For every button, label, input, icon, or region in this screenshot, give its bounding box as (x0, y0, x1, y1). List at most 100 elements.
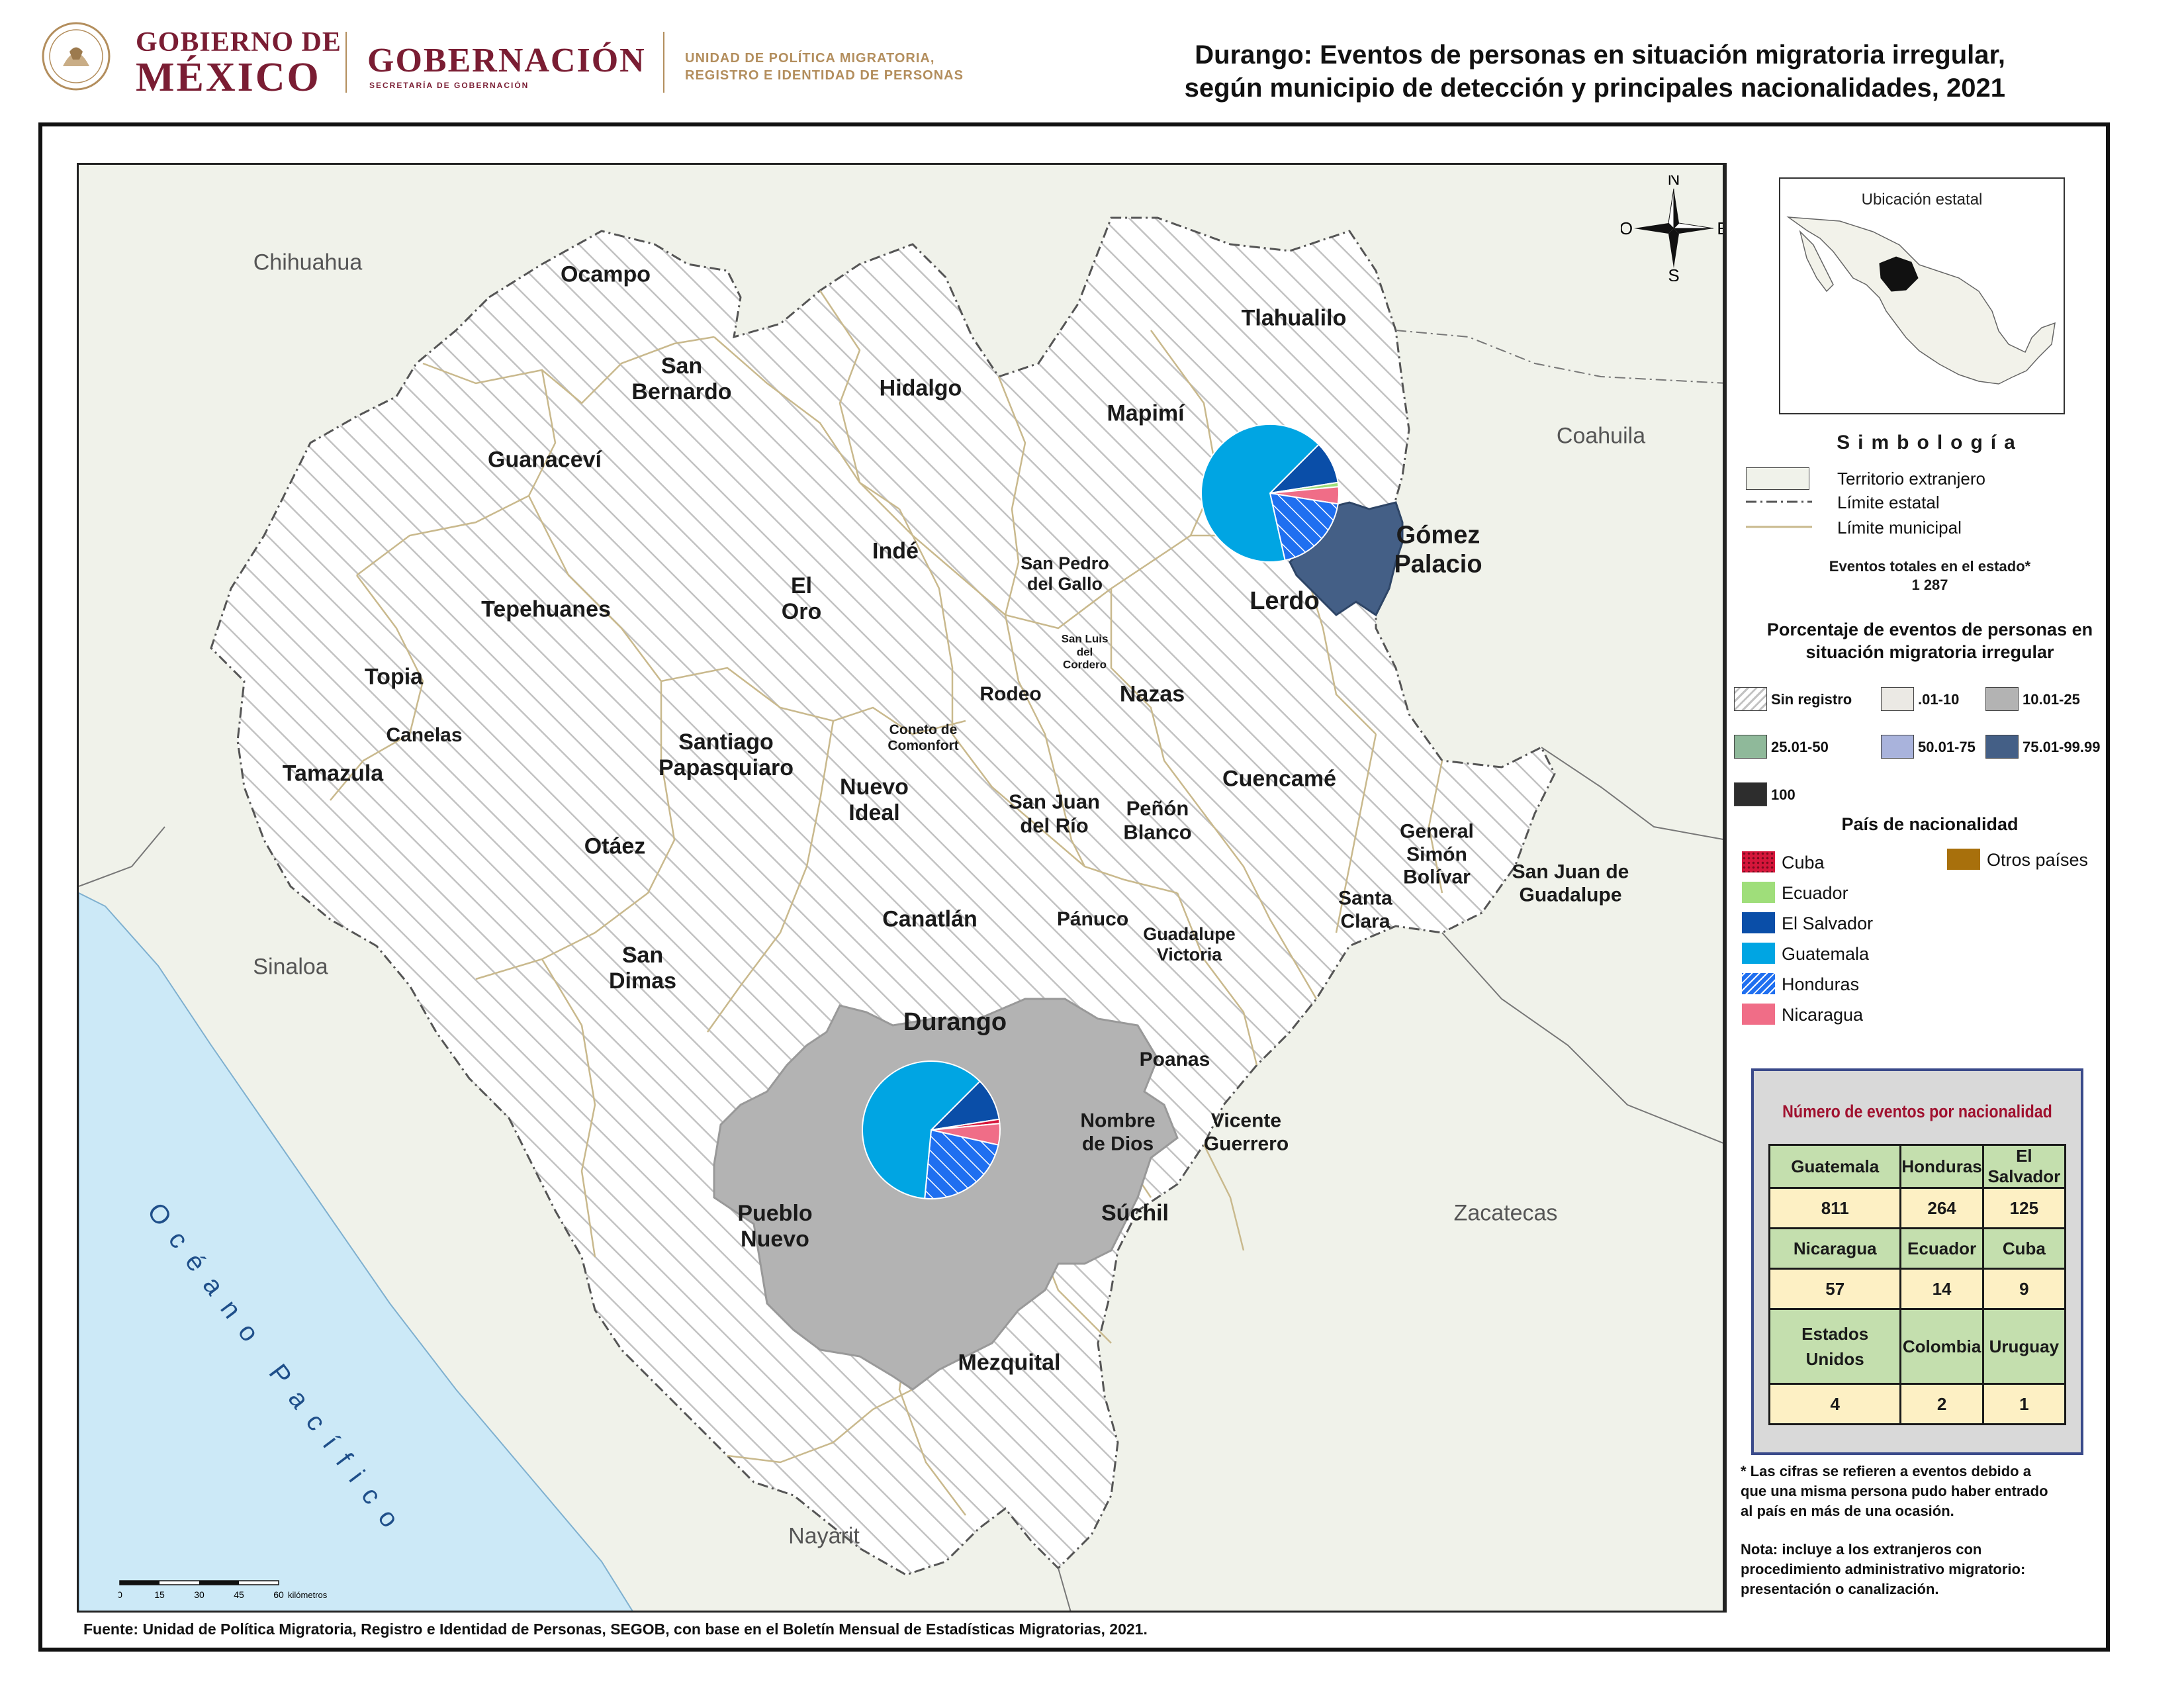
table-header-cell: Colombia (1899, 1308, 1984, 1385)
scale-tick: 0 (118, 1589, 122, 1600)
nationality-label: Otros países (1987, 850, 2089, 870)
table-header-cell: Uruguay (1981, 1308, 2067, 1385)
unidad-text: UNIDAD DE POLÍTICA MIGRATORIA, REGISTRO … (685, 50, 964, 84)
percentage-legend-title: Porcentaje de eventos de personas en sit… (1745, 618, 2115, 663)
total-events-block: Eventos totales en el estado* 1 287 (1745, 557, 2115, 594)
pie-slice-guatemala (1201, 424, 1320, 563)
nationality-swatch (1742, 943, 1775, 964)
table-title: Número de eventos por nacionalidad (1782, 1102, 2052, 1121)
nationality-swatch (1742, 912, 1775, 933)
category-label: .01-10 (1918, 691, 1960, 708)
table-cell: 125 (1981, 1187, 2067, 1229)
pie-slice-honduras (1269, 492, 1339, 561)
nationality-swatch (1742, 973, 1775, 994)
nationality-swatch (1742, 1004, 1775, 1025)
nationality-label: Ecuador (1782, 883, 1848, 903)
compass-south: S (1668, 265, 1679, 281)
category-swatch (1734, 687, 1767, 711)
category-swatch (1985, 735, 2019, 759)
municipality-label: Mapimí (1107, 400, 1185, 426)
municipality-label: Santiago Papasquiaro (658, 729, 794, 780)
table-cell: 811 (1768, 1187, 1902, 1229)
municipality-label: Vicente Guerrero (1203, 1109, 1289, 1155)
municipality-label: Nazas (1119, 681, 1185, 707)
pct-title-line2: situación migratoria irregular (1805, 642, 2054, 662)
municipality-label: General Simón Bolívar (1400, 820, 1474, 888)
nationality-swatch (1742, 851, 1775, 872)
pacific-ocean (79, 892, 633, 1611)
municipality-label: Súchil (1101, 1200, 1169, 1226)
footnote-line: que una misma persona pudo haber entrado (1741, 1483, 2048, 1499)
total-events-value: 1 287 (1911, 577, 1948, 593)
municipality-label: Santa Clara (1338, 887, 1392, 933)
municipality-label: Tepehuanes (481, 596, 611, 622)
nationality-label: El Salvador (1782, 914, 1874, 933)
category-swatch (1734, 782, 1767, 806)
scale-tick: 45 (234, 1589, 244, 1600)
category-swatch (1881, 735, 1914, 759)
gobernacion-logo-text: GOBERNACIÓN (367, 42, 646, 79)
municipality-label: Cuencamé (1222, 766, 1336, 792)
municipality-label: Nuevo Ideal (840, 774, 909, 825)
compass-north: N (1668, 175, 1680, 189)
state-label-zacatecas: Zacatecas (1453, 1200, 1558, 1226)
title-line1: Durango: Eventos de personas en situació… (1195, 40, 2005, 70)
category-label: 75.01-99.99 (2023, 739, 2101, 755)
municipality-label: Pánuco (1056, 908, 1129, 930)
foreign-territory-swatch (1746, 467, 1809, 490)
state-label-sinaloa: Sinaloa (253, 954, 328, 980)
municipality-label: Peñón Blanco (1123, 796, 1192, 843)
municipality-label: San Luis del Cordero (1061, 632, 1109, 671)
municipality-label: Guadalupe Victoria (1143, 923, 1236, 964)
pie-chart-gomez-palacio (1201, 424, 1340, 563)
nationality-swatch (1947, 849, 1980, 870)
municipality-label: Guanaceví (488, 447, 602, 473)
gobierno-line1: GOBIERNO DE (136, 27, 341, 58)
category-label: 100 (1771, 786, 1796, 803)
table-row: 57 14 9 (1768, 1268, 2067, 1310)
municipality-label: Lerdo (1250, 587, 1320, 616)
table-header-cell: Honduras (1899, 1144, 1984, 1189)
category-swatch (1734, 735, 1767, 759)
compass-west: O (1621, 218, 1633, 238)
table-cell: 14 (1899, 1268, 1984, 1310)
nationality-legend-title: País de nacionalidad (1841, 814, 2019, 834)
nationality-label: Nicaragua (1782, 1005, 1864, 1025)
unidad-line1: UNIDAD DE POLÍTICA MIGRATORIA, (685, 51, 935, 66)
sidebar-divider (1725, 163, 1727, 1613)
state-boundary-line-icon (1746, 500, 1812, 503)
note-line: procedimiento administrativo migratorio: (1741, 1561, 2026, 1577)
secretaria-text: SECRETARÍA DE GOBERNACIÓN (369, 81, 529, 90)
table-cell: 9 (1981, 1268, 2067, 1310)
municipality-label: Gómez Palacio (1394, 521, 1482, 578)
table-header-cell: El Salvador (1981, 1144, 2067, 1189)
durango-state-shape (210, 216, 1556, 1576)
table-header-cell: Ecuador (1899, 1227, 1984, 1270)
state-label-nayarit: Nayarit (788, 1523, 860, 1549)
category-label: 50.01-75 (1918, 739, 1976, 755)
municipality-label: El Oro (781, 573, 822, 624)
municipality-label: Tlahualilo (1241, 305, 1347, 331)
table-header-row: Estados Unidos Colombia Uruguay (1768, 1308, 2067, 1385)
table-row: 811 264 125 (1768, 1187, 2067, 1229)
municipality-label: San Bernardo (631, 353, 732, 404)
footnote: * Las cifras se refieren a eventos debid… (1741, 1462, 2048, 1521)
table-header-cell: Cuba (1981, 1227, 2067, 1270)
nationality-label: Honduras (1782, 974, 1860, 994)
municipality-label: Ocampo (560, 261, 651, 287)
municipality-label: Hidalgo (879, 375, 962, 401)
header: GOBIERNO DE MÉXICO GOBERNACIÓN SECRETARÍ… (0, 0, 2184, 119)
category-label: Sin registro (1771, 691, 1852, 708)
footnote-line: al país en más de una ocasión. (1741, 1503, 1954, 1519)
mexico-outline-icon (1786, 216, 2056, 385)
title-line2: según municipio de detección y principal… (1184, 73, 2005, 103)
table-cell: 264 (1899, 1187, 1984, 1229)
compass-east: E (1717, 218, 1725, 238)
municipality-label: San Pedro del Gallo (1021, 553, 1109, 594)
map-panel: Chihuahua Coahuila Sinaloa Zacatecas Nay… (77, 163, 1725, 1613)
source-text: Fuente: Unidad de Política Migratoria, R… (83, 1620, 1148, 1638)
municipality-label: San Juan del Río (1009, 790, 1100, 837)
pct-title-line1: Porcentaje de eventos de personas en (1766, 620, 2093, 639)
pie-slice-guatemala (862, 1060, 981, 1199)
table-header-row: Guatemala Honduras El Salvador (1768, 1144, 2067, 1189)
